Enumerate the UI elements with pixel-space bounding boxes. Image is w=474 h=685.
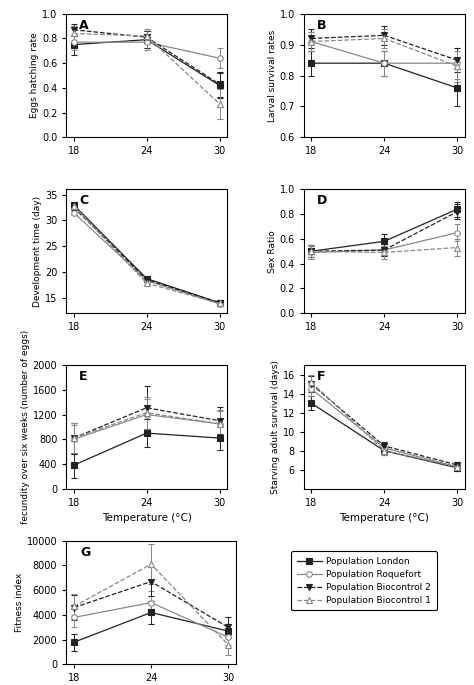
Y-axis label: Larval survival rates: Larval survival rates	[268, 29, 277, 122]
Text: G: G	[80, 546, 90, 559]
Y-axis label: Starving adult survival (days): Starving adult survival (days)	[271, 360, 280, 494]
Text: C: C	[79, 195, 88, 208]
Y-axis label: Development time (day): Development time (day)	[33, 196, 42, 307]
X-axis label: Temperature (°C): Temperature (°C)	[339, 513, 429, 523]
Y-axis label: Fitness index: Fitness index	[15, 573, 24, 632]
Legend: Population London, Population Roquefort, Population Biocontrol 2, Population Bio: Population London, Population Roquefort,…	[291, 551, 437, 610]
Y-axis label: Eggs hatching rate: Eggs hatching rate	[30, 33, 39, 119]
Text: A: A	[79, 18, 89, 32]
Text: F: F	[317, 370, 325, 383]
Y-axis label: Sex Ratio: Sex Ratio	[268, 230, 277, 273]
Text: E: E	[79, 370, 88, 383]
Text: B: B	[317, 18, 326, 32]
Text: D: D	[317, 195, 327, 208]
X-axis label: Temperature (°C): Temperature (°C)	[102, 513, 191, 523]
Y-axis label: fecundity over six weeks (number of eggs): fecundity over six weeks (number of eggs…	[21, 329, 30, 524]
